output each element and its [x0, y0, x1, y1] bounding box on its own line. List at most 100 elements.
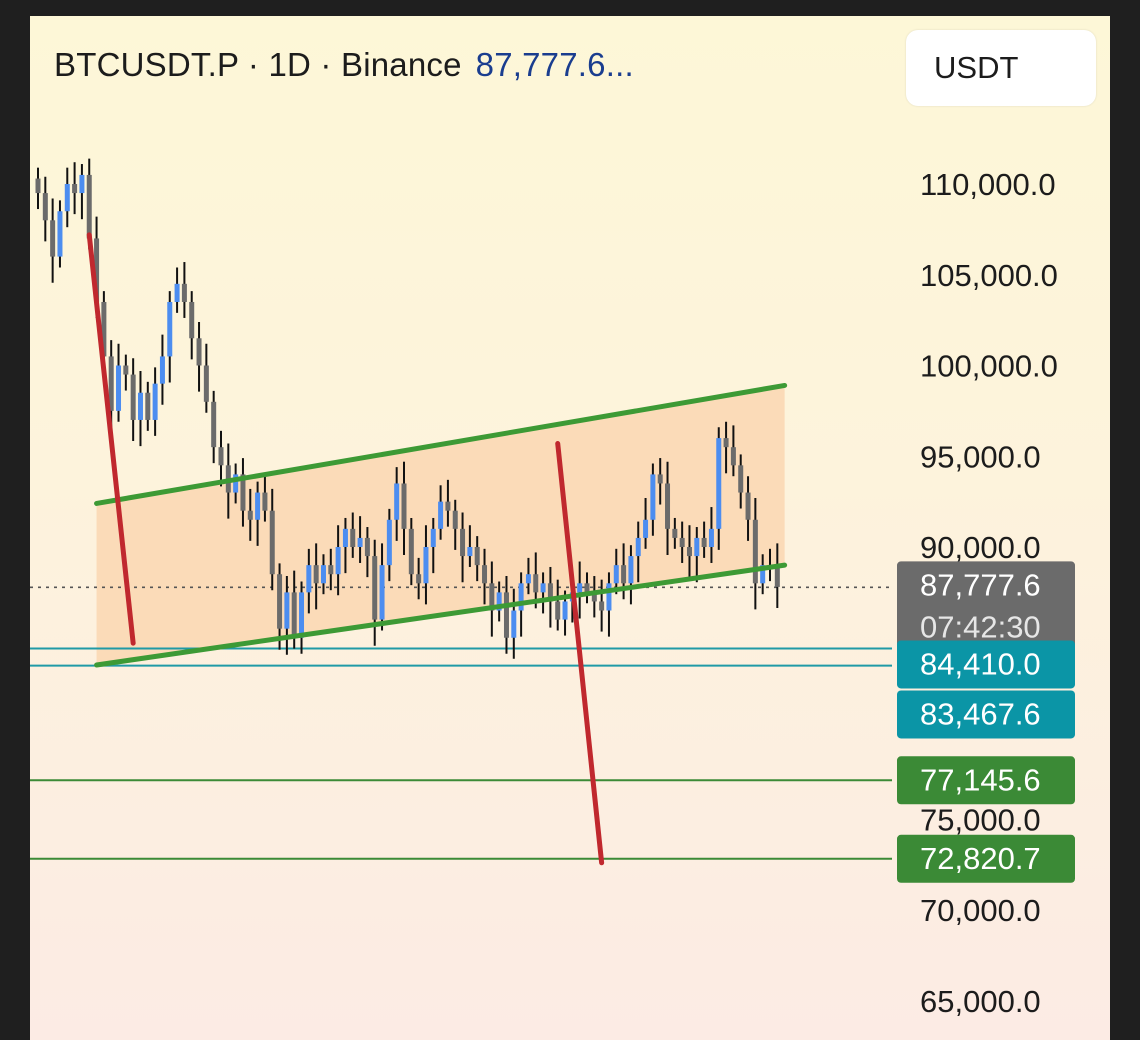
candle[interactable]: [262, 476, 268, 522]
candle[interactable]: [635, 521, 641, 583]
candle[interactable]: [723, 421, 729, 474]
candle[interactable]: [511, 588, 517, 659]
candle[interactable]: [445, 479, 451, 527]
candle[interactable]: [35, 167, 41, 210]
candle[interactable]: [408, 517, 414, 586]
candle[interactable]: [467, 525, 473, 567]
candle[interactable]: [416, 557, 422, 600]
candle[interactable]: [218, 430, 224, 487]
candle[interactable]: [64, 167, 70, 228]
candle[interactable]: [577, 561, 583, 619]
candle[interactable]: [730, 425, 736, 477]
candle[interactable]: [438, 485, 444, 540]
current-price-badge[interactable]: 87,777.6 07:42:30: [897, 561, 1075, 654]
candlestick-chart[interactable]: 110,000.0 105,000.0 100,000.0 95,000.0 90,00…: [30, 16, 1110, 1040]
currency-button[interactable]: USDT: [906, 30, 1096, 106]
candle[interactable]: [708, 507, 714, 563]
candle[interactable]: [335, 525, 341, 596]
candle[interactable]: [255, 481, 261, 546]
candle[interactable]: [79, 164, 85, 220]
candle[interactable]: [240, 458, 246, 527]
line-channel-lower[interactable]: [94, 562, 788, 668]
candle[interactable]: [42, 176, 48, 242]
candle[interactable]: [716, 427, 722, 550]
candle[interactable]: [650, 463, 656, 536]
candle[interactable]: [672, 517, 678, 549]
candle[interactable]: [137, 370, 143, 447]
candle[interactable]: [489, 561, 495, 637]
candle[interactable]: [386, 508, 392, 582]
candle[interactable]: [196, 321, 202, 392]
candle[interactable]: [284, 576, 290, 655]
candle[interactable]: [145, 381, 151, 431]
candle[interactable]: [181, 262, 187, 318]
candle[interactable]: [152, 367, 158, 436]
candle[interactable]: [72, 162, 78, 215]
candle[interactable]: [50, 198, 56, 283]
candle[interactable]: [555, 579, 561, 631]
candle[interactable]: [342, 517, 348, 574]
candle[interactable]: [203, 343, 209, 413]
candle[interactable]: [643, 497, 649, 549]
candle[interactable]: [306, 548, 312, 614]
candle[interactable]: [628, 545, 634, 605]
chart-frame[interactable]: 110,000.0 105,000.0 100,000.0 95,000.0 90,00…: [30, 16, 1110, 1040]
candle[interactable]: [189, 291, 195, 360]
candle[interactable]: [584, 572, 590, 604]
candle[interactable]: [130, 358, 136, 442]
candle[interactable]: [328, 548, 334, 591]
candle[interactable]: [774, 543, 780, 608]
level-label-72820[interactable]: 72,820.7: [897, 834, 1075, 883]
candle[interactable]: [167, 291, 173, 383]
candle[interactable]: [379, 543, 385, 631]
candle[interactable]: [679, 521, 685, 563]
candle[interactable]: [430, 517, 436, 574]
candle[interactable]: [474, 536, 480, 582]
candle[interactable]: [320, 554, 326, 595]
level-label-77145[interactable]: 77,145.6: [897, 756, 1075, 805]
candle[interactable]: [665, 461, 671, 555]
candle[interactable]: [247, 488, 253, 541]
line-trend-1[interactable]: [86, 232, 136, 646]
line-trend-2[interactable]: [555, 441, 605, 866]
candle[interactable]: [233, 463, 239, 504]
candle[interactable]: [496, 581, 502, 622]
candle[interactable]: [686, 525, 692, 578]
candle[interactable]: [657, 458, 663, 505]
candle[interactable]: [452, 499, 458, 550]
candle[interactable]: [613, 548, 619, 595]
candle[interactable]: [738, 454, 744, 509]
candle[interactable]: [364, 527, 370, 578]
candle[interactable]: [299, 581, 305, 654]
candle[interactable]: [313, 543, 319, 610]
candle[interactable]: [357, 516, 363, 563]
candle[interactable]: [174, 267, 180, 313]
candle[interactable]: [116, 343, 122, 422]
candle[interactable]: [211, 390, 217, 464]
candle[interactable]: [752, 497, 758, 610]
candle[interactable]: [745, 476, 751, 541]
candle[interactable]: [694, 527, 700, 583]
candle[interactable]: [372, 539, 378, 646]
candle[interactable]: [599, 579, 605, 632]
candle[interactable]: [760, 554, 766, 595]
candle[interactable]: [401, 461, 407, 555]
candle[interactable]: [591, 576, 597, 618]
candle[interactable]: [57, 200, 63, 268]
candle[interactable]: [159, 334, 165, 405]
candle[interactable]: [460, 512, 466, 583]
candle[interactable]: [123, 354, 129, 391]
candle[interactable]: [277, 563, 283, 650]
candle[interactable]: [503, 576, 509, 654]
candle[interactable]: [606, 572, 612, 637]
candle[interactable]: [540, 572, 546, 614]
candle[interactable]: [269, 488, 275, 591]
candle[interactable]: [482, 548, 488, 605]
candle[interactable]: [423, 525, 429, 605]
candle[interactable]: [525, 557, 531, 595]
level-label-84410[interactable]: 84,410.0: [897, 640, 1075, 689]
candle[interactable]: [394, 467, 400, 541]
line-channel-upper[interactable]: [94, 382, 788, 506]
level-label-83467[interactable]: 83,467.6: [897, 690, 1075, 739]
candle[interactable]: [701, 521, 707, 558]
